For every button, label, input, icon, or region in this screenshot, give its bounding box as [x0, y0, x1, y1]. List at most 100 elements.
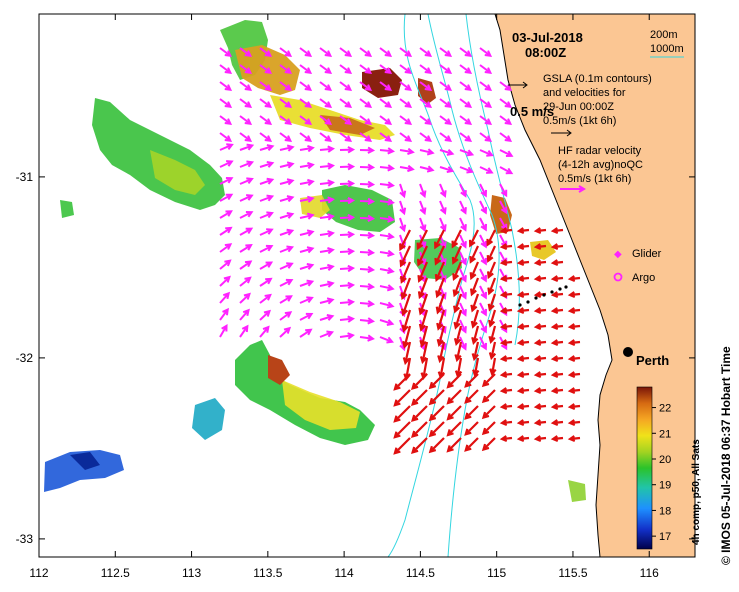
hf-arrow	[550, 419, 564, 427]
gsla-arrow	[299, 262, 315, 270]
gsla-arrow	[219, 226, 233, 236]
hf-arrow	[434, 261, 446, 282]
gsla-arrow	[359, 231, 376, 240]
hf-arrow	[464, 405, 479, 420]
hf-arrow	[516, 387, 530, 395]
perth-marker	[623, 347, 633, 357]
hf-arrow	[499, 291, 513, 299]
hf-arrow	[533, 355, 547, 363]
gsla-arrow	[259, 177, 275, 185]
gsla-arrow	[259, 160, 275, 168]
hf-arrow	[516, 355, 530, 363]
gsla-arrow	[379, 319, 395, 326]
gsla-arrow	[219, 132, 233, 143]
hf-arrow	[567, 291, 581, 299]
gsla-arrow	[279, 81, 293, 92]
gsla-arrow	[339, 298, 356, 306]
colorbar-label: 4h comp, p50, All Sats	[691, 439, 702, 545]
hf-arrow	[499, 339, 513, 347]
hf-arrow	[550, 259, 564, 267]
gsla-arrow	[359, 47, 373, 58]
gsla-arrow	[259, 47, 273, 58]
hf-arrow	[550, 371, 564, 379]
hf-radar-velocity-arrows	[393, 227, 581, 455]
gsla-arrow	[479, 285, 488, 300]
hf-arrow	[533, 259, 547, 267]
hf-arrow	[499, 323, 513, 331]
hf-arrow	[418, 293, 429, 316]
gsla-arrow	[319, 247, 335, 255]
gsla-arrow	[319, 280, 335, 288]
gsla-arrow	[399, 81, 413, 92]
gsla-arrow	[319, 115, 333, 126]
hf-arrow	[516, 307, 530, 315]
gsla-arrow	[499, 183, 508, 198]
gsla-arrow	[499, 166, 514, 175]
gsla-arrow	[279, 211, 295, 219]
hf-arrow	[469, 245, 479, 264]
gsla-arrow	[279, 132, 293, 143]
glider-marker-icon: ◆	[614, 249, 622, 260]
gsla-arrow	[299, 328, 313, 338]
hf-arrow	[452, 261, 463, 282]
gsla-arrow	[239, 81, 253, 92]
gsla-arrow	[359, 81, 373, 92]
hf-arrow	[437, 341, 446, 364]
gsla-arrow	[259, 211, 274, 219]
gsla-arrow	[339, 115, 353, 126]
hf-arrow	[393, 373, 411, 391]
gsla-arrow	[219, 115, 233, 126]
gsla-arrow	[259, 132, 273, 143]
gsla-arrow	[319, 196, 335, 204]
hf-arrow	[428, 373, 445, 390]
gsla-arrow	[359, 283, 376, 291]
scale-label: 0.5 m/s	[510, 104, 554, 119]
hf-arrow	[550, 339, 564, 347]
colorbar-tick-label: 18	[659, 505, 671, 517]
hf-arrow	[550, 243, 564, 251]
gsla-arrow	[239, 177, 254, 185]
gsla-arrow	[439, 47, 453, 58]
gsla-arrow	[319, 230, 335, 238]
gsla-arrow	[379, 164, 395, 172]
gsla-arrow	[479, 115, 493, 126]
hf-arrow	[550, 323, 564, 331]
gsla-arrow	[399, 132, 413, 143]
gsla-arrow	[239, 308, 250, 321]
hf-arrow	[499, 403, 513, 411]
gsla-arrow	[379, 115, 393, 126]
gsla-arrow	[499, 81, 513, 92]
gsla-arrow	[319, 162, 335, 170]
gsla-arrow	[499, 115, 513, 126]
hf-arrow	[550, 387, 564, 395]
gsla-arrow	[439, 183, 447, 198]
gsla-arrow	[339, 47, 353, 58]
hf-arrow	[533, 435, 547, 443]
gsla-arrow	[239, 115, 253, 126]
hf-arrow	[499, 387, 513, 395]
hf-arrow	[533, 403, 547, 411]
gsla-arrow	[359, 265, 376, 274]
gsla-line4: 0.5m/s (1kt 6h)	[543, 115, 616, 127]
contour-1000m	[387, 14, 475, 557]
gsla-arrow	[299, 115, 313, 126]
gsla-arrow	[459, 234, 467, 249]
gsla-arrow	[299, 81, 313, 92]
sst-patch-north-4	[320, 115, 375, 135]
gsla-arrow	[359, 98, 373, 109]
hf-arrow	[550, 403, 564, 411]
hf-arrow	[516, 339, 530, 347]
gsla-arrow	[219, 259, 232, 270]
hf-arrow	[481, 389, 496, 404]
gsla-arrow	[299, 132, 313, 143]
gsla-arrow	[219, 176, 234, 185]
hf-arrow	[550, 435, 564, 443]
gsla-arrow	[259, 293, 272, 304]
contour-shelf	[465, 14, 520, 346]
gsla-arrow	[219, 210, 233, 219]
gsla-arrow	[239, 292, 251, 304]
gsla-arrow	[419, 47, 433, 58]
sst-patch-south-2	[282, 380, 360, 430]
hf-arrow	[533, 323, 547, 331]
gsla-arrow	[239, 47, 253, 58]
